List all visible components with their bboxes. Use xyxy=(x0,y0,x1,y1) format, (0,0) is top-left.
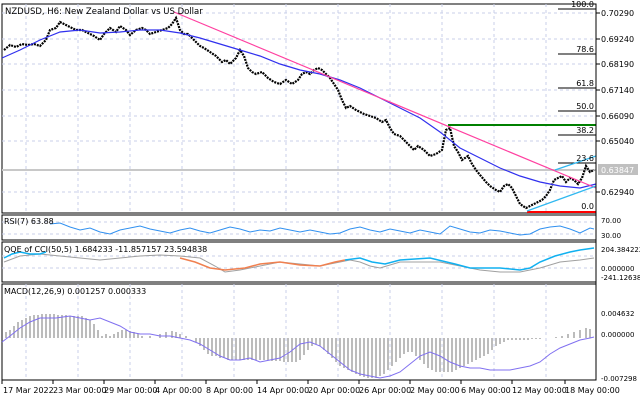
svg-text:2 May 00:00: 2 May 00:00 xyxy=(410,386,460,395)
macd-axis-bottom: -0.007298 xyxy=(601,375,637,383)
svg-text:17 Mar 2022: 17 Mar 2022 xyxy=(3,386,54,395)
svg-text:0.69240: 0.69240 xyxy=(601,35,634,44)
fib-label-618: 61.8 xyxy=(576,79,594,88)
svg-text:26 Apr 00:00: 26 Apr 00:00 xyxy=(359,386,411,395)
qqe-axis-bottom: -241.126385 xyxy=(601,274,640,282)
macd-signal-line xyxy=(1,315,595,379)
qqe-main-line-up xyxy=(344,247,595,271)
macd-axis-zero: 0.000000 xyxy=(601,331,634,339)
chart-title: NZDUSD, H6: New Zealand Dollar vs US Dol… xyxy=(5,7,203,17)
channel-upper-line[interactable] xyxy=(554,155,597,171)
rsi-axis-30: 30.00 xyxy=(601,232,621,240)
svg-text:8 Apr 00:00: 8 Apr 00:00 xyxy=(206,386,253,395)
svg-text:29 Mar 00:00: 29 Mar 00:00 xyxy=(104,386,157,395)
svg-text:0.66090: 0.66090 xyxy=(601,112,634,121)
current-price-label: 0.63847 xyxy=(601,166,634,175)
price-axis: 0.70290 0.69240 0.68190 0.67140 0.66090 … xyxy=(596,9,638,197)
svg-text:0.65040: 0.65040 xyxy=(601,137,634,146)
fib-label-500: 50.0 xyxy=(576,102,594,111)
macd-label: MACD(12,26,9) 0.001257 0.000333 xyxy=(4,287,146,296)
svg-text:12 May 00:00: 12 May 00:00 xyxy=(512,386,567,395)
time-axis: 17 Mar 2022 23 Mar 00:00 29 Mar 00:00 4 … xyxy=(1,379,620,395)
svg-text:0.67140: 0.67140 xyxy=(601,86,634,95)
fib-label-382: 38.2 xyxy=(576,126,594,135)
svg-text:23 Mar 00:00: 23 Mar 00:00 xyxy=(53,386,106,395)
svg-text:20 Apr 00:00: 20 Apr 00:00 xyxy=(308,386,360,395)
price-series xyxy=(3,15,595,210)
qqe-axis-top: 204.384222 xyxy=(601,246,640,254)
fibonacci-levels[interactable] xyxy=(448,8,596,213)
svg-text:0.62940: 0.62940 xyxy=(601,188,634,197)
channel-lower-line[interactable] xyxy=(526,185,597,212)
fib-label-100: 100.0 xyxy=(571,0,594,9)
qqe-main-line-early xyxy=(3,251,47,259)
rsi-axis-70: 70.00 xyxy=(601,217,621,225)
svg-text:14 Apr 00:00: 14 Apr 00:00 xyxy=(257,386,309,395)
svg-text:0.70290: 0.70290 xyxy=(601,9,634,18)
macd-panel[interactable]: MACD(12,26,9) 0.001257 0.000333 0.004632… xyxy=(1,283,637,383)
downtrend-line[interactable] xyxy=(173,11,597,189)
fib-label-786: 78.6 xyxy=(576,45,594,54)
rsi-line xyxy=(49,222,595,236)
svg-text:4 Apr 00:00: 4 Apr 00:00 xyxy=(155,386,202,395)
qqe-main-line xyxy=(179,257,346,271)
macd-axis-top: 0.004632 xyxy=(601,310,634,318)
svg-text:0.68190: 0.68190 xyxy=(601,60,634,69)
fib-label-0: 0.0 xyxy=(581,202,594,211)
svg-text:6 May 00:00: 6 May 00:00 xyxy=(461,386,511,395)
qqe-label: QQE of CCI(50,5) 1.684233 -11.857157 23.… xyxy=(4,245,207,254)
macd-histogram xyxy=(5,314,591,378)
qqe-axis-zero: 0.000000 xyxy=(601,265,634,273)
fib-label-236: 23.6 xyxy=(576,154,594,163)
qqe-panel[interactable]: QQE of CCI(50,5) 1.684233 -11.857157 23.… xyxy=(1,241,640,283)
rsi-panel[interactable]: RSI(7) 63.88 70.00 30.00 xyxy=(1,214,621,241)
moving-average-line xyxy=(1,29,597,189)
svg-text:18 May 00:00: 18 May 00:00 xyxy=(565,386,620,395)
rsi-label: RSI(7) 63.88 xyxy=(4,217,54,226)
main-price-panel[interactable]: NZDUSD, H6: New Zealand Dollar vs US Dol… xyxy=(1,0,597,214)
current-price-badge xyxy=(598,164,638,175)
